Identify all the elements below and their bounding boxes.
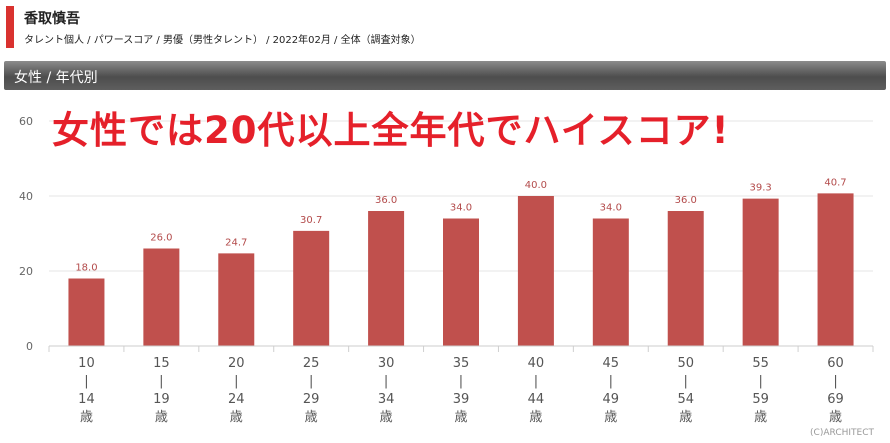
x-tick-label: 69 [827, 392, 844, 407]
section-header: 女性 / 年代別 [4, 61, 886, 90]
x-tick-label: 歳 [754, 410, 767, 425]
y-tick-label: 20 [19, 265, 33, 278]
data-label: 26.0 [150, 233, 172, 244]
header: 香取慎吾 タレント個人 / パワースコア / 男優（男性タレント） / 2022… [0, 0, 890, 56]
x-tick-label: 60 [827, 356, 844, 371]
x-tick-label: 歳 [380, 410, 393, 425]
x-tick-label: 30 [378, 356, 395, 371]
x-tick-label: 14 [78, 392, 95, 407]
overlay-caption: 女性では20代以上全年代でハイスコア! [52, 109, 730, 152]
data-label: 18.0 [75, 263, 97, 274]
x-tick-label: 40 [528, 356, 545, 371]
x-tick-label: 歳 [829, 410, 842, 425]
x-tick-label: 29 [303, 392, 320, 407]
page-subtitle: タレント個人 / パワースコア / 男優（男性タレント） / 2022年02月 … [24, 35, 421, 46]
bar [143, 248, 180, 346]
data-label: 40.7 [824, 177, 846, 188]
data-label: 39.3 [750, 183, 772, 194]
x-tick-label: | [84, 374, 88, 389]
x-tick-label: 歳 [80, 410, 93, 425]
x-tick-label: 歳 [305, 410, 318, 425]
x-tick-label: 25 [303, 356, 320, 371]
x-tick-label: | [459, 374, 463, 389]
y-tick-label: 0 [26, 340, 33, 353]
bar [817, 193, 854, 346]
x-tick-label: 15 [153, 356, 170, 371]
data-label: 36.0 [675, 195, 697, 206]
x-tick-label: 34 [378, 392, 395, 407]
data-label: 34.0 [450, 203, 472, 214]
x-tick-label: 49 [603, 392, 620, 407]
y-tick-label: 60 [19, 115, 33, 128]
x-tick-label: 歳 [155, 410, 168, 425]
x-tick-label: 59 [752, 392, 769, 407]
page-title: 香取慎吾 [24, 11, 80, 27]
x-tick-label: 39 [453, 392, 470, 407]
section-title: 女性 / 年代別 [14, 70, 98, 86]
data-label: 34.0 [600, 203, 622, 214]
bar [667, 211, 704, 346]
x-tick-label: 歳 [679, 410, 692, 425]
bar [368, 211, 405, 346]
x-tick-label: 44 [528, 392, 545, 407]
data-label: 24.7 [225, 237, 247, 248]
x-tick-label: 55 [752, 356, 769, 371]
data-label: 40.0 [525, 180, 547, 191]
bar [592, 218, 629, 346]
x-tick-label: 歳 [230, 410, 243, 425]
x-tick-label: 19 [153, 392, 170, 407]
x-tick-label: 10 [78, 356, 95, 371]
x-tick-label: 45 [603, 356, 620, 371]
bar [68, 278, 105, 346]
x-tick-label: | [684, 374, 688, 389]
x-tick-label: | [534, 374, 538, 389]
x-tick-label: | [384, 374, 388, 389]
x-tick-label: | [758, 374, 762, 389]
x-tick-label: | [159, 374, 163, 389]
x-tick-label: | [609, 374, 613, 389]
bar [293, 230, 330, 346]
accent-bar [6, 6, 14, 48]
x-tick-label: 歳 [529, 410, 542, 425]
x-tick-label: 35 [453, 356, 470, 371]
x-tick-label: 20 [228, 356, 245, 371]
data-label: 36.0 [375, 195, 397, 206]
x-tick-label: 50 [677, 356, 694, 371]
bar [742, 198, 779, 346]
x-tick-label: 歳 [454, 410, 467, 425]
copyright-text: (C)ARCHITECT [810, 428, 874, 438]
x-tick-label: | [833, 374, 837, 389]
bar [517, 196, 554, 346]
data-label: 30.7 [300, 215, 322, 226]
x-tick-label: | [309, 374, 313, 389]
bar [443, 218, 479, 346]
y-tick-label: 40 [19, 190, 33, 203]
x-tick-label: 歳 [604, 410, 617, 425]
x-tick-label: 24 [228, 392, 245, 407]
x-tick-label: 54 [677, 392, 694, 407]
bar [218, 253, 255, 346]
x-tick-label: | [234, 374, 238, 389]
